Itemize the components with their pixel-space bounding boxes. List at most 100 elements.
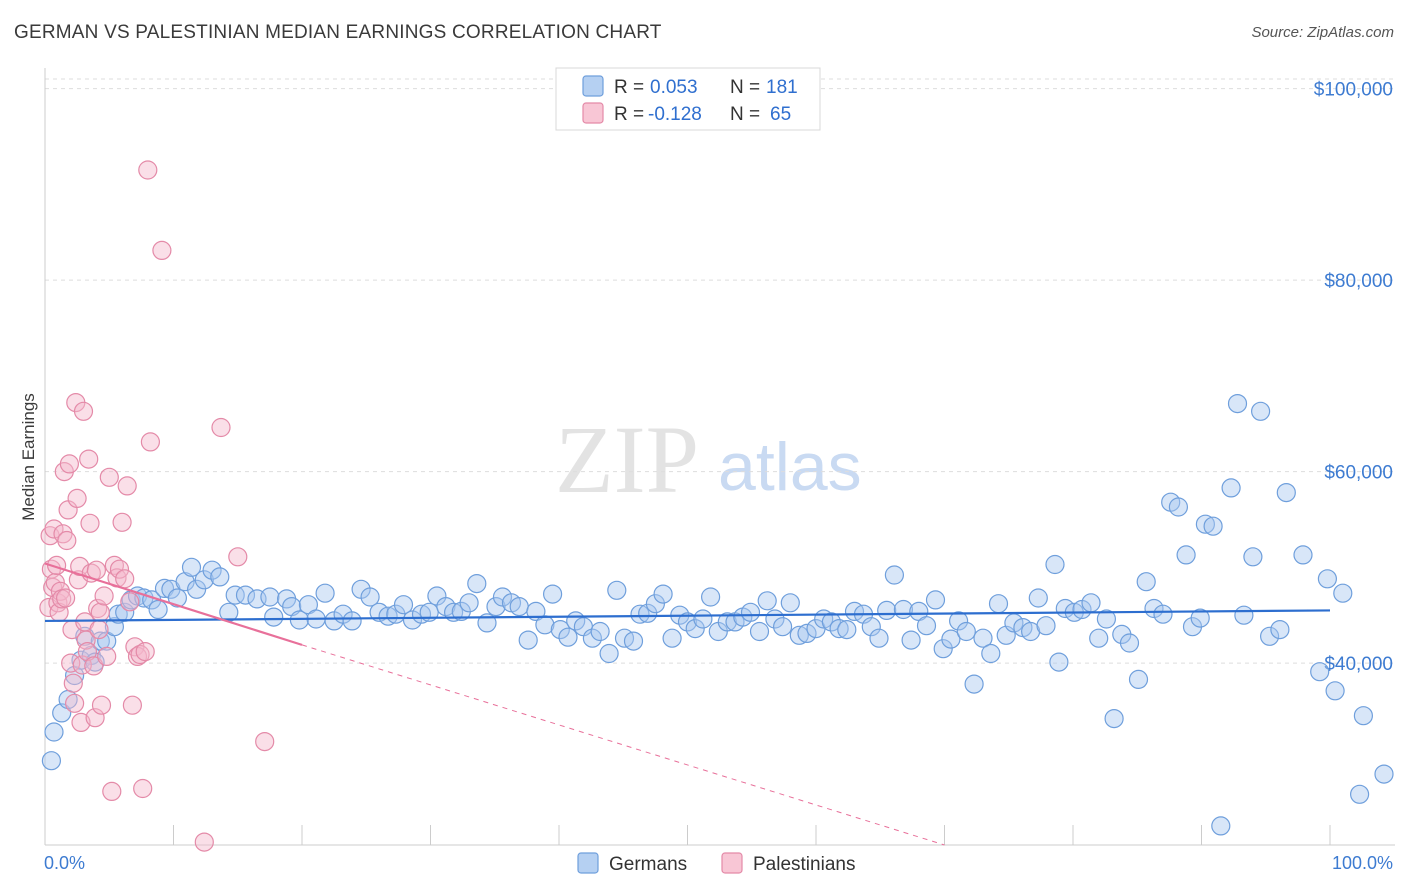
point-germans (1293, 545, 1313, 565)
series-label-palestinians: Palestinians (753, 854, 855, 875)
point-germans (582, 628, 603, 648)
point-germans (1168, 497, 1189, 517)
point-palestinians (97, 646, 117, 667)
point-germans (509, 596, 529, 617)
point-germans (1096, 609, 1117, 629)
point-germans (486, 596, 506, 617)
trend-palestinians (44, 562, 303, 646)
point-germans (225, 585, 245, 605)
point-palestinians (59, 454, 80, 474)
point-germans (44, 722, 64, 742)
chart-source: Source: ZipAtlas.com (1251, 24, 1394, 41)
watermark-zip: ZIP (555, 406, 699, 513)
legend-swatch-germans (582, 75, 604, 97)
legend-r-value-0: 0.053 (650, 77, 698, 98)
point-palestinians (130, 644, 150, 665)
point-germans (662, 628, 682, 648)
y-tick-label: $80,000 (1324, 271, 1393, 292)
point-germans (558, 627, 578, 647)
point-germans (1374, 764, 1394, 784)
point-germans (956, 621, 976, 642)
point-germans (175, 572, 195, 592)
point-palestinians (138, 160, 158, 180)
trend-palestinians-extension (301, 644, 945, 846)
germans-points (41, 394, 1394, 836)
point-germans (167, 588, 187, 608)
palestinians-points (39, 160, 275, 852)
point-palestinians (63, 673, 83, 693)
point-palestinians (80, 513, 100, 533)
trend-lines (44, 562, 1331, 846)
point-palestinians (120, 592, 140, 612)
series-swatch-palestinians (721, 852, 743, 874)
legend-swatch-palestinians (582, 102, 604, 124)
point-germans (1333, 583, 1353, 603)
point-germans (677, 612, 698, 632)
series-legend: Germans Palestinians (577, 852, 855, 875)
point-palestinians (79, 449, 99, 469)
point-germans (789, 625, 809, 645)
point-germans (1349, 784, 1370, 804)
axes (44, 68, 1395, 846)
point-palestinians (140, 432, 160, 452)
point-germans (1310, 662, 1330, 682)
point-germans (653, 584, 673, 604)
point-germans (194, 570, 214, 590)
point-germans (590, 621, 610, 642)
point-palestinians (135, 641, 155, 662)
point-germans (154, 578, 175, 599)
point-palestinians (117, 476, 137, 496)
point-germans (821, 612, 842, 632)
point-germans (1153, 604, 1173, 624)
tick-labels: $40,000 $60,000 $80,000 $100,000 0.0% 100.0% (44, 80, 1393, 873)
point-germans (235, 585, 256, 605)
point-palestinians (73, 401, 94, 421)
point-germans (1270, 619, 1290, 640)
point-germans (829, 618, 849, 639)
point-germans (645, 594, 666, 614)
point-germans (1325, 681, 1345, 701)
point-germans (988, 594, 1009, 614)
point-germans (780, 593, 800, 613)
point-palestinians (99, 467, 119, 487)
point-palestinians (255, 731, 275, 752)
point-germans (342, 611, 362, 631)
point-germans (1119, 633, 1140, 653)
point-palestinians (152, 240, 172, 260)
point-germans (861, 617, 881, 637)
point-palestinians (85, 708, 105, 728)
point-palestinians (228, 547, 248, 567)
point-germans (607, 580, 627, 600)
point-palestinians (91, 695, 112, 715)
point-germans (378, 606, 398, 626)
point-germans (1259, 626, 1280, 646)
point-germans (1176, 545, 1196, 565)
legend-r-label-0: R = (614, 77, 644, 98)
x-tick-label-min: 0.0% (44, 853, 85, 873)
point-germans (973, 628, 993, 648)
point-germans (1049, 652, 1069, 672)
point-palestinians (67, 488, 87, 508)
point-germans (925, 590, 946, 610)
y-tick-label: $40,000 (1324, 654, 1393, 675)
point-germans (877, 600, 897, 621)
point-germans (941, 629, 961, 649)
point-germans (467, 573, 487, 594)
point-palestinians (112, 512, 132, 532)
point-germans (964, 674, 984, 694)
series-swatch-germans (577, 852, 599, 874)
point-germans (1128, 669, 1149, 690)
point-palestinians (89, 619, 109, 640)
legend-r-value-1: -0.128 (648, 104, 702, 125)
point-germans (685, 618, 705, 639)
point-germans (550, 619, 570, 640)
point-germans (202, 560, 222, 580)
point-germans (599, 643, 619, 664)
point-germans (901, 630, 921, 650)
point-germans (869, 628, 889, 648)
point-germans (181, 557, 202, 577)
point-palestinians (122, 695, 142, 715)
point-germans (1190, 608, 1210, 628)
point-germans (948, 611, 969, 631)
